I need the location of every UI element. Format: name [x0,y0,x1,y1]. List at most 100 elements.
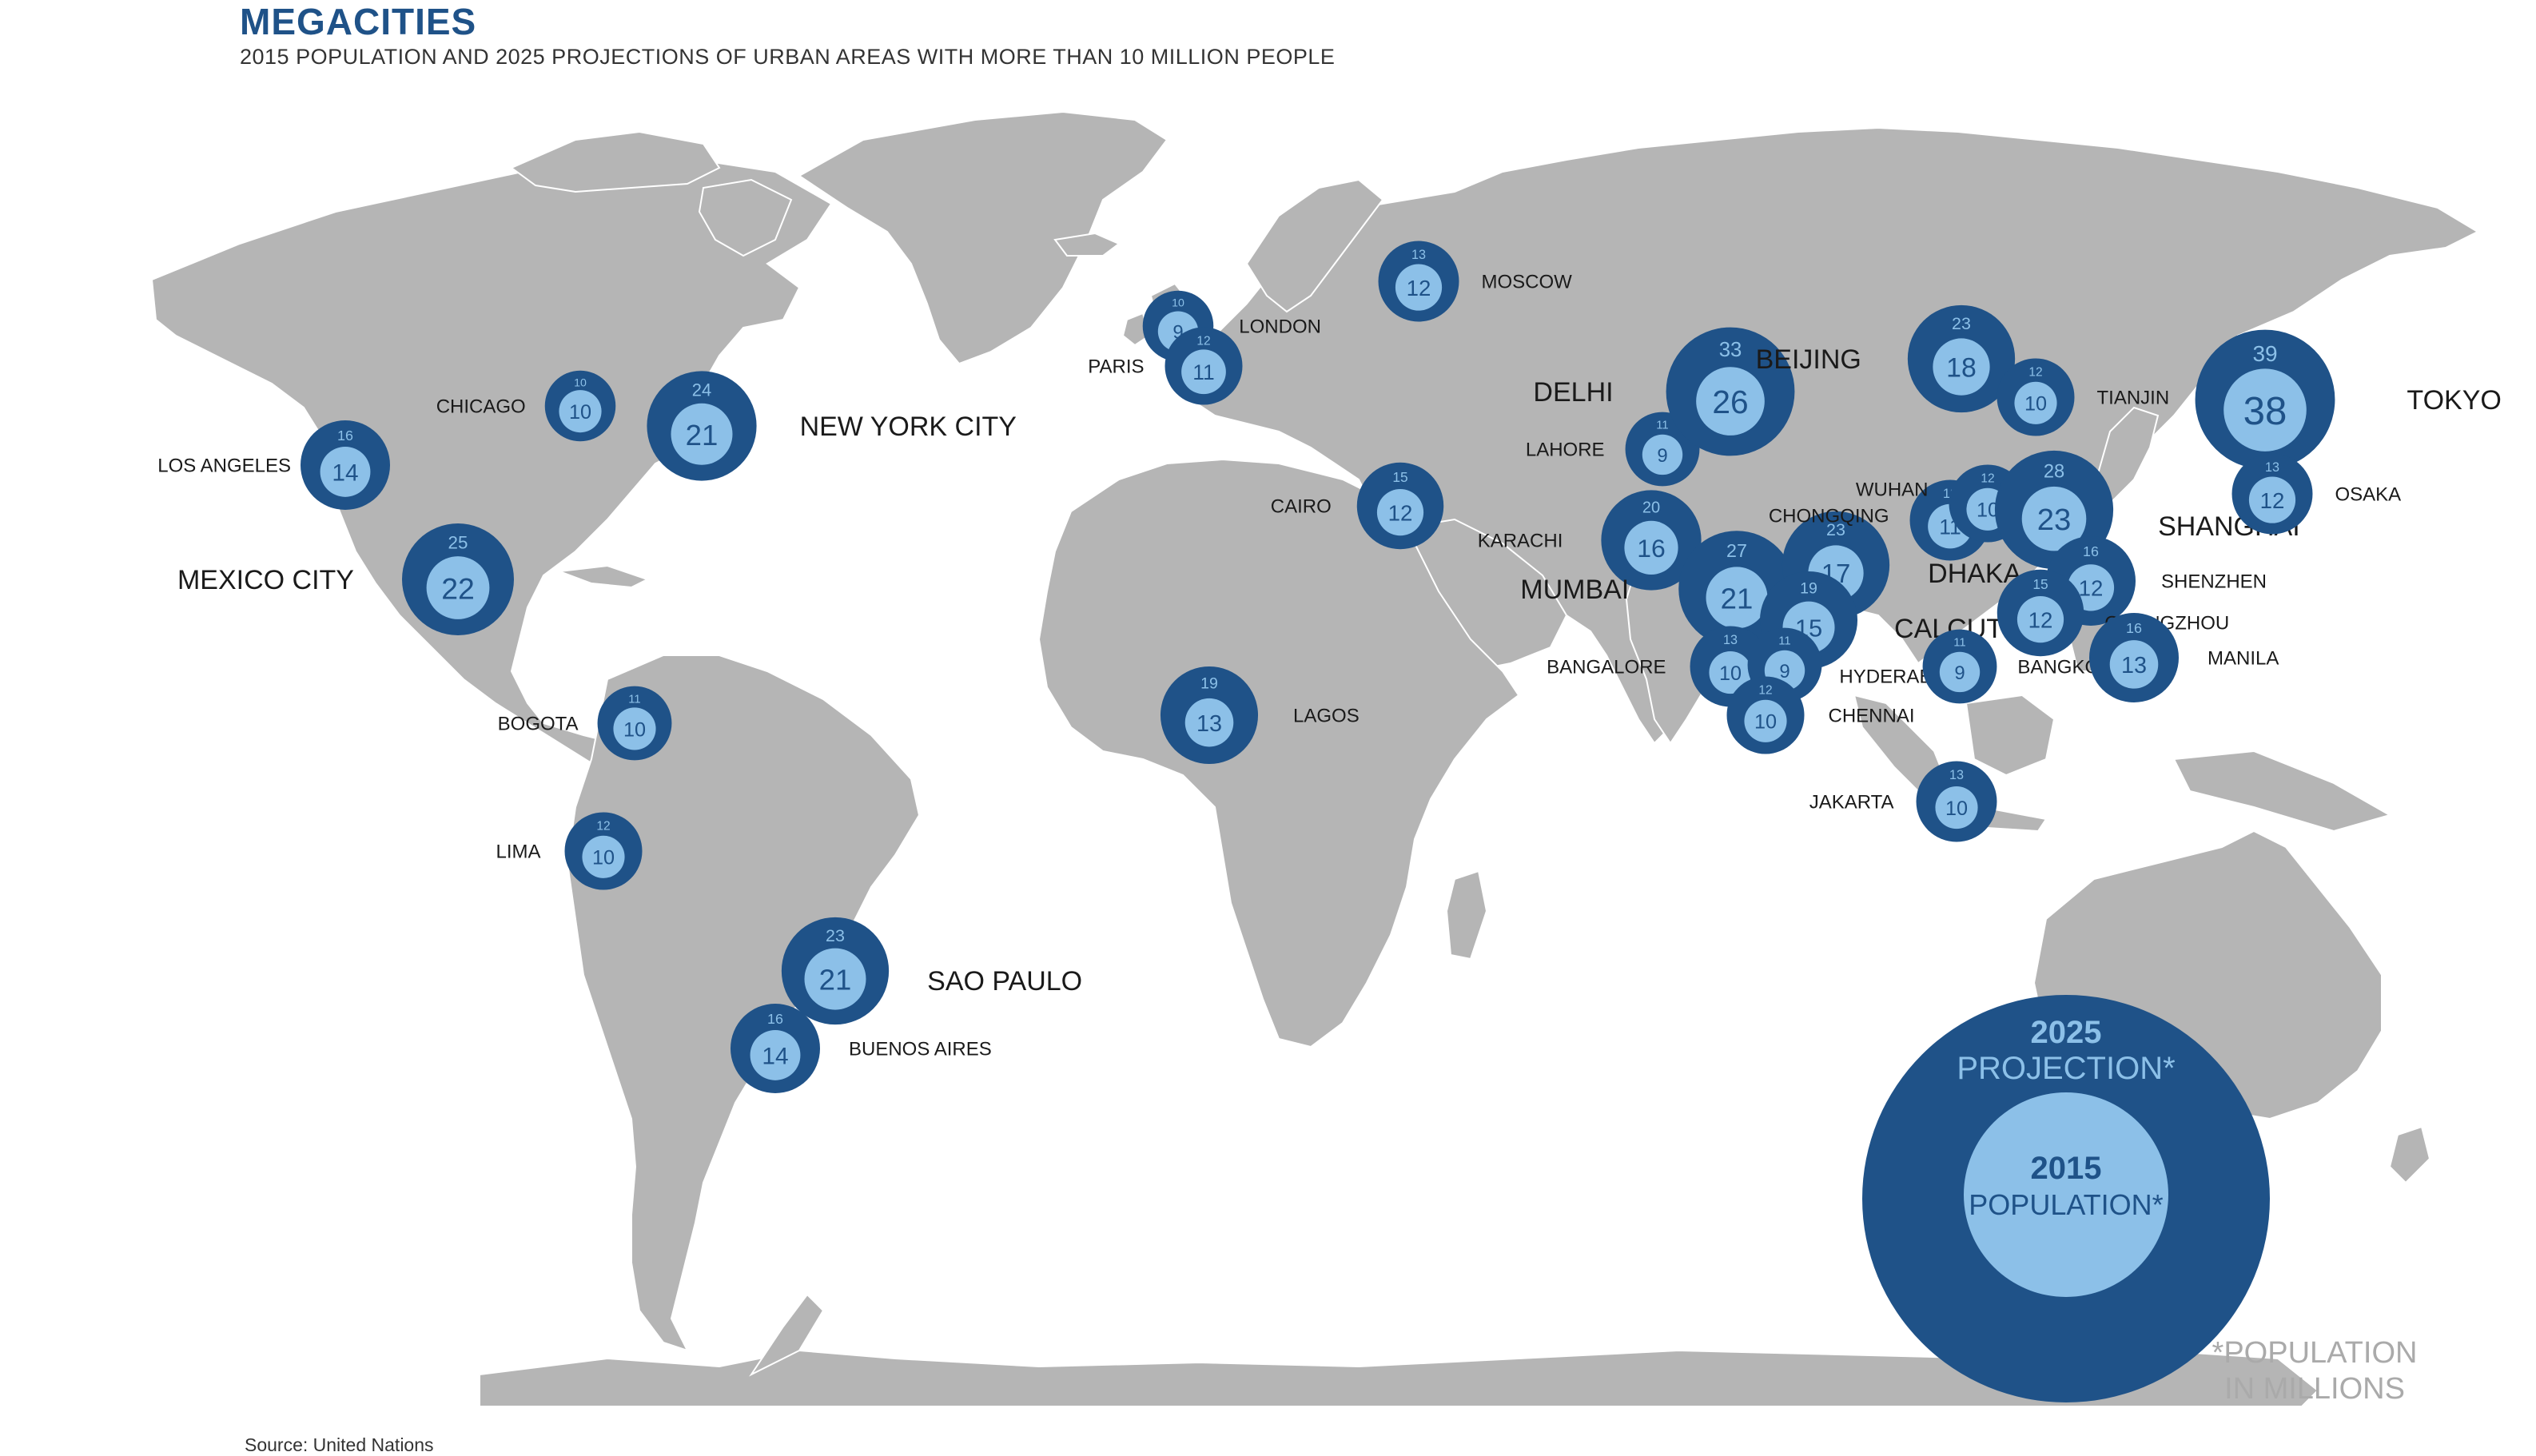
city-marker-mexico-city: 25 22 MEXICO CITY [177,523,514,635]
city-marker-beijing: 23 18 BEIJING [1756,304,2016,413]
population-2015-value: 10 [569,401,591,424]
city-marker-chennai: 12 10 CHENNAI [1726,676,1915,754]
city-label: JAKARTA [1809,791,1894,813]
projection-2025-value: 13 [2265,460,2279,475]
population-2015-value: 12 [2028,607,2053,632]
legend: 2025 PROJECTION* 2015 POPULATION* *POPUL… [1862,995,2417,1406]
legend-projection-year: 2025 [2031,1015,2102,1050]
population-2015-value: 26 [1712,384,1748,420]
projection-2025-value: 15 [1392,469,1407,485]
projection-2025-value: 25 [448,533,468,553]
map-subtitle: 2015 POPULATION AND 2025 PROJECTIONS OF … [240,45,1336,69]
city-marker-sao-paulo: 23 21 SAO PAULO [781,917,1082,1025]
population-2015-value: 10 [1754,711,1777,734]
population-2015-value: 18 [1946,353,1977,384]
population-2015-value: 13 [1196,711,1222,737]
population-2015-value: 9 [1779,661,1790,682]
landmass-baffin [698,178,793,257]
city-marker-buenos-aires: 16 14 BUENOS AIRES [731,1004,992,1093]
city-marker-tokyo: 39 38 TOKYO [2195,329,2502,470]
city-marker-shenzhen: 16 12 SHENZHEN [2046,536,2267,626]
landmass-new-zealand [2388,1125,2431,1184]
population-2015-circle [2248,476,2296,523]
population-2015-circle [2223,368,2307,452]
city-label: PARIS [1088,356,1144,377]
city-label: DELHI [1533,377,1613,408]
city-label: CHICAGO [436,396,526,417]
population-2015-value: 9 [1657,445,1667,467]
map-title: MEGACITIES [240,1,477,42]
projection-2025-value: 24 [692,380,711,400]
city-marker-los-angeles: 16 14 LOS ANGELES [157,420,390,510]
population-2015-value: 21 [686,419,719,452]
city-label: DHAKA [1928,559,2021,589]
population-2015-value: 23 [2037,503,2072,537]
population-2015-value: 10 [623,718,646,741]
city-label: BANGALORE [1547,656,1666,678]
projection-2025-value: 19 [1800,579,1817,597]
city-label: SHENZHEN [2161,571,2267,592]
city-marker-osaka: 13 12 OSAKA [2231,453,2401,535]
population-2015-value: 9 [1954,662,1965,684]
projection-2025-value: 12 [2028,365,2042,379]
population-2015-circle [2014,381,2057,424]
population-2015-value: 10 [2024,393,2047,416]
population-2015-circle [582,835,625,878]
landmass-madagascar [1445,869,1488,961]
landmass-iceland [1053,232,1121,257]
projection-2025-value: 13 [1723,633,1738,647]
population-2015-circle [559,390,602,433]
city-marker-jakarta: 13 10 JAKARTA [1809,761,1997,842]
population-2015-value: 16 [1637,534,1666,563]
projection-2025-value: 27 [1726,540,1747,561]
city-label: TIANJIN [2096,387,2169,408]
population-2015-value: 10 [592,847,615,869]
city-marker-paris: 12 11 PARIS [1088,327,1243,405]
units-note-line1: *POPULATION [2212,1336,2418,1370]
population-2015-value: 14 [332,459,358,486]
landmass-arctic-islands [510,130,721,193]
projection-2025-value: 11 [1656,419,1668,432]
city-label: BEIJING [1756,344,1861,375]
city-label: TOKYO [2407,385,2501,416]
projection-2025-value: 15 [2032,576,2048,592]
city-marker-london: 109 LONDON [1142,290,1321,362]
population-2015-circle [426,556,490,619]
population-2015-circle [804,948,866,1010]
city-label: SAO PAULO [927,966,1082,997]
landmass-scandinavia [1245,178,1384,313]
city-marker-karachi: 20 16 KARACHI [1478,490,1702,591]
projection-2025-value: 11 [1953,636,1965,649]
population-2015-circle [750,1029,801,1080]
projection-2025-value: 20 [1642,499,1660,517]
city-marker-cairo: 15 12 CAIRO [1271,462,1444,550]
population-2015-circle [2016,596,2064,643]
landmass-ireland [1121,312,1151,347]
projection-2025-value: 16 [2083,543,2099,559]
city-marker-lagos: 19 13 LAGOS [1160,666,1360,765]
legend-population-year: 2015 [2031,1151,2102,1186]
population-2015-circle [1935,786,1978,829]
city-marker-moscow: 13 12 MOSCOW [1378,241,1572,322]
landmass-greenland [798,110,1168,365]
landmass-borneo [1965,694,2056,777]
population-2015-value: 12 [1388,500,1413,525]
landmass-japan [2092,406,2160,505]
city-label: LAHORE [1526,439,1605,460]
projection-2025-value: 16 [337,428,353,444]
city-marker-bogota: 11 10 BOGOTA [498,686,672,761]
population-2015-value: 10 [1719,662,1742,685]
projection-2025-value: 11 [628,693,640,706]
city-label: LAGOS [1293,705,1360,726]
population-2015-value: 21 [819,964,852,997]
population-2015-circle [671,403,733,465]
projection-2025-value: 19 [1200,674,1218,692]
city-marker-manila: 16 13 MANILA [2089,613,2279,702]
city-label: BOGOTA [498,713,579,734]
city-marker-chicago: 10 10 CHICAGO [436,370,616,442]
population-2015-circle [613,707,656,750]
units-note-line2: IN MILLIONS [2224,1372,2405,1406]
source-note: Source: United Nations [245,1434,434,1455]
legend-population-label: POPULATION* [1969,1188,2163,1221]
